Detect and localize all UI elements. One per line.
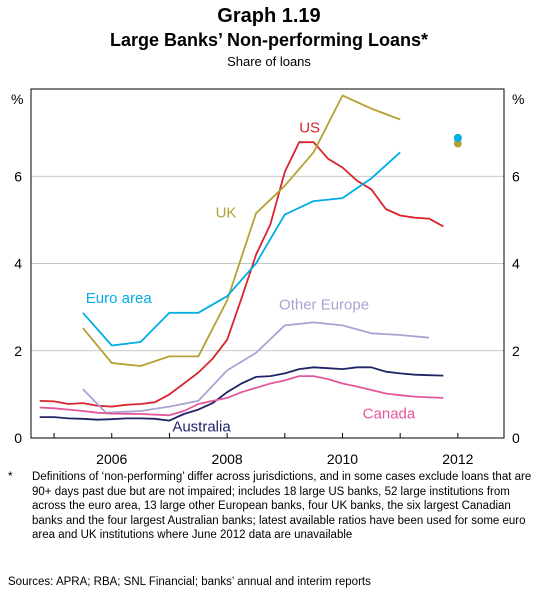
sources-note: Sources: APRA; RBA; SNL Financial; banks…	[8, 576, 371, 588]
y-right-tick-label-2: 2	[512, 343, 520, 359]
y-right-axis-label: %	[512, 91, 524, 107]
series-label-canada: Canada	[363, 405, 416, 422]
series-line-australia	[39, 366, 444, 422]
unit-label: Share of loans	[227, 54, 311, 69]
y-left-axis-label: %	[11, 91, 23, 107]
series-label-euro-area: Euro area	[86, 290, 153, 307]
latest-point-uk	[453, 139, 462, 148]
line-chart: 2006 2008 2010 2012 0 0 2 2 4 4 6 6% % US UK Euro area O…	[11, 88, 524, 467]
x-tick-label-2006: 2006	[96, 451, 127, 467]
plot-frame	[30, 88, 505, 439]
latest-point-euro-area	[453, 133, 462, 142]
series-label-us: US	[299, 120, 320, 137]
series-label-australia: Australia	[172, 418, 231, 435]
series-line-uk	[82, 94, 401, 367]
y-left-tick-label-2: 2	[14, 343, 22, 359]
y-right-tick-label-0: 0	[512, 430, 520, 446]
footnote-marker: *	[8, 471, 13, 483]
x-tick-label-2010: 2010	[327, 451, 358, 467]
y-left-tick-label-0: 0	[14, 430, 22, 446]
footnote-text: Definitions of ‘non-performing’ differ a…	[32, 471, 532, 542]
y-left-tick-label-4: 4	[14, 256, 22, 272]
chart-title: Graph 1.19	[217, 5, 321, 27]
x-tick-label-2008: 2008	[212, 451, 243, 467]
series-line-canada	[39, 375, 444, 417]
footnote: * Definitions of ‘non-performing’ differ…	[8, 470, 534, 543]
series-label-other-europe: Other Europe	[279, 296, 369, 313]
y-left-tick-label-6: 6	[14, 168, 22, 184]
series-line-euro-area	[82, 151, 401, 347]
series-line-other-europe	[82, 321, 430, 414]
chart-subtitle: Large Banks’ Non-performing Loans*	[109, 30, 429, 50]
series-line-us	[39, 141, 444, 408]
x-tick-label-2012: 2012	[442, 451, 473, 467]
y-right-tick-label-4: 4	[512, 256, 520, 272]
series-label-uk: UK	[216, 205, 237, 222]
y-right-tick-label-6: 6	[512, 168, 520, 184]
